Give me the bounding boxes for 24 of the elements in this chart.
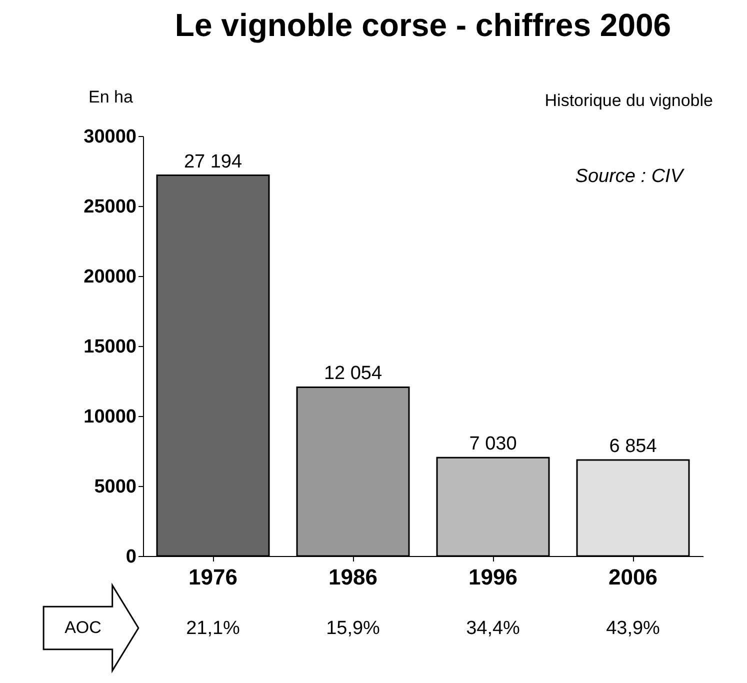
data-label: 27 194: [184, 151, 242, 172]
text: 34,4%: [466, 618, 520, 639]
data-label: 12 054: [324, 363, 382, 384]
x-tick-label: 2006: [608, 564, 658, 590]
x-tick-label: 1996: [468, 564, 518, 590]
chart-title: Le vignoble corse - chiffres 2006: [174, 7, 672, 43]
text: 21,1%: [186, 618, 240, 639]
y-axis-title: En ha: [88, 88, 134, 106]
annotation: Source : CIV: [575, 166, 686, 187]
y-tick-label: 20000: [84, 266, 136, 288]
y-tick-label: 10000: [84, 406, 136, 428]
chart-subtitle: Historique du vignoble: [544, 91, 713, 110]
y-tick-label: 15000: [84, 336, 136, 358]
y-tick-label: 0: [126, 546, 136, 568]
data-label: 6 854: [609, 436, 658, 458]
y-tick-label: 25000: [84, 196, 136, 218]
data-label: 7 030: [469, 434, 517, 455]
x-tick-label: 1976: [188, 564, 238, 590]
y-tick-label: 5000: [94, 476, 136, 498]
text: 15,9%: [326, 618, 380, 639]
x-tick-label: 1986: [328, 564, 378, 590]
text: 43,9%: [606, 618, 660, 639]
y-tick-label: 30000: [84, 126, 136, 148]
text: AOC: [64, 618, 102, 637]
